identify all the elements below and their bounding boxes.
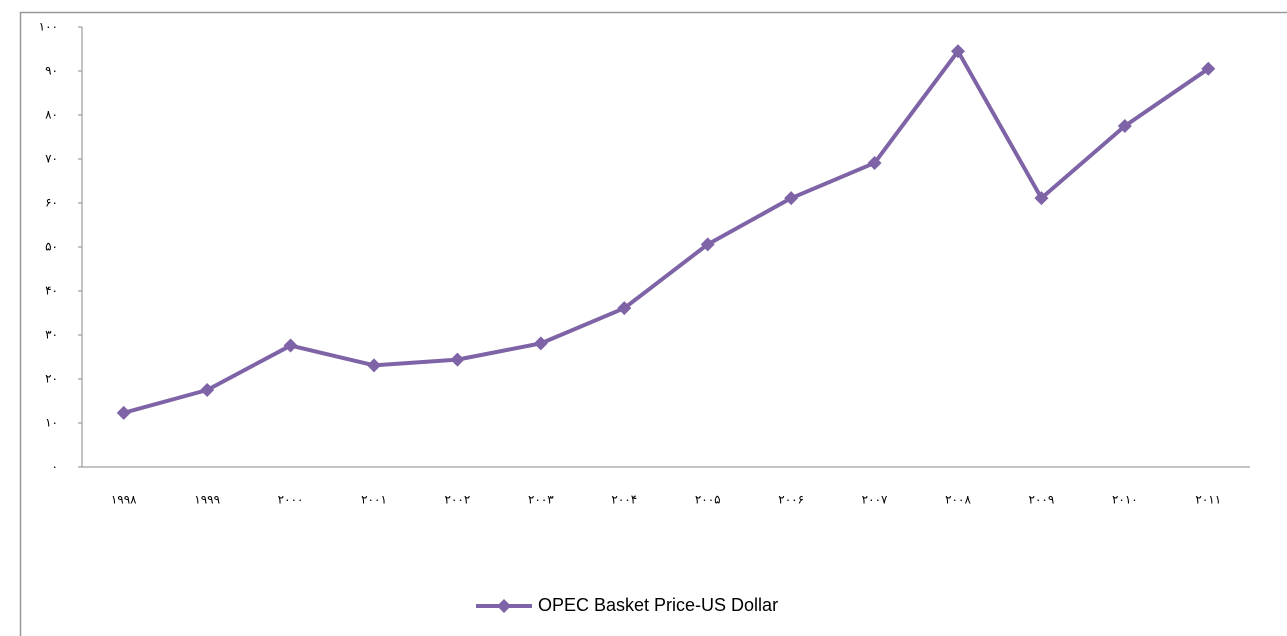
series-line — [123, 49, 1210, 415]
y-tick-label: ۷۰ — [45, 152, 58, 166]
point-marker — [1201, 61, 1216, 76]
x-tick-label: ۲۰۰۷ — [862, 493, 888, 507]
x-tick-label: ۲۰۱۰ — [1112, 493, 1138, 507]
point-marker — [784, 191, 799, 206]
y-tick-label: ۴۰ — [45, 284, 58, 298]
chart-border — [19, 11, 1287, 636]
point-marker — [951, 44, 965, 59]
legend-marker — [497, 599, 511, 613]
point-marker — [283, 338, 298, 353]
x-tick-label: ۲۰۰۶ — [778, 493, 804, 507]
x-tick-label: ۲۰۰۲ — [445, 493, 471, 507]
point-marker — [617, 301, 632, 316]
x-tick-label: ۲۰۰۸ — [945, 493, 971, 507]
point-marker — [867, 155, 882, 170]
y-tick-label: ۹۰ — [45, 64, 58, 78]
x-tick-label: ۲۰۰۵ — [695, 493, 721, 507]
x-tick-label: ۲۰۰۱ — [361, 493, 387, 507]
x-tick-label: ۲۰۰۹ — [1029, 493, 1055, 507]
point-marker — [1117, 119, 1132, 133]
y-tick-label: ۲۰ — [45, 372, 58, 386]
y-tick-label: ۱۰۰ — [39, 20, 58, 34]
point-marker — [1034, 191, 1049, 206]
y-tick-label: ۳۰ — [45, 328, 58, 342]
x-tick-label: ۲۰۰۳ — [528, 493, 554, 507]
y-tick-label: ۰ — [52, 460, 58, 474]
point-marker — [450, 352, 465, 367]
y-tick-label: ۱۰ — [45, 416, 58, 430]
y-tick-label: ۶۰ — [45, 196, 58, 210]
x-tick-label: ۲۰۱۱ — [1195, 493, 1221, 507]
y-tick-label: ۵۰ — [45, 240, 58, 254]
point-marker — [200, 383, 215, 397]
point-marker — [116, 405, 131, 420]
legend-label: OPEC Basket Price-US Dollar — [538, 595, 778, 615]
point-marker — [700, 237, 715, 252]
point-marker — [533, 336, 548, 351]
x-tick-label: ۲۰۰۴ — [611, 493, 637, 507]
x-tick-label: ۱۹۹۸ — [111, 493, 137, 507]
x-tick-label: ۱۹۹۹ — [194, 493, 220, 507]
y-tick-label: ۸۰ — [45, 108, 58, 122]
point-marker — [367, 358, 381, 373]
x-tick-label: ۲۰۰۰ — [278, 493, 304, 507]
